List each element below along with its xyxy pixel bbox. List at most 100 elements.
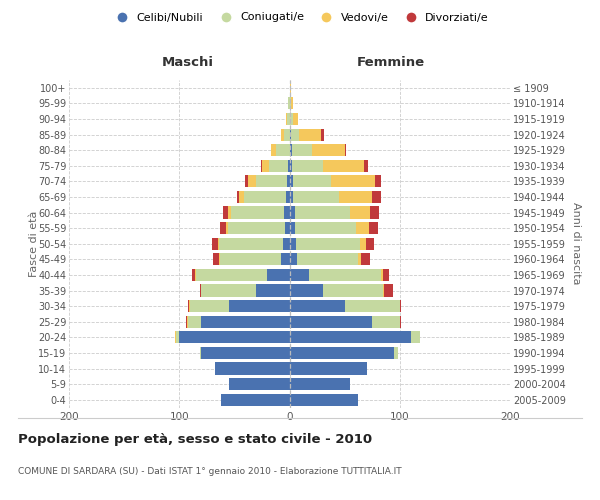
Bar xyxy=(287,176,290,188)
Bar xyxy=(290,269,310,281)
Bar xyxy=(331,176,376,188)
Bar xyxy=(372,191,381,203)
Bar xyxy=(310,269,381,281)
Bar xyxy=(296,238,360,250)
Text: Femmine: Femmine xyxy=(357,56,425,68)
Bar xyxy=(394,347,398,359)
Bar xyxy=(175,331,176,344)
Bar xyxy=(339,191,372,203)
Bar xyxy=(269,160,289,172)
Bar xyxy=(223,206,228,218)
Bar xyxy=(220,254,281,266)
Bar xyxy=(245,176,248,188)
Bar xyxy=(290,222,295,234)
Bar xyxy=(290,300,344,312)
Bar xyxy=(376,176,381,188)
Bar xyxy=(365,238,374,250)
Bar xyxy=(200,347,202,359)
Bar xyxy=(290,238,296,250)
Bar xyxy=(200,284,202,296)
Bar xyxy=(229,300,290,312)
Bar xyxy=(221,394,290,406)
Bar xyxy=(262,160,269,172)
Bar xyxy=(344,300,400,312)
Text: Popolazione per età, sesso e stato civile - 2010: Popolazione per età, sesso e stato civil… xyxy=(18,432,372,446)
Bar xyxy=(176,331,179,344)
Bar xyxy=(196,269,268,281)
Bar xyxy=(281,254,290,266)
Text: Maschi: Maschi xyxy=(162,56,214,68)
Legend: Celibi/Nubili, Coniugati/e, Vedovi/e, Divorziati/e: Celibi/Nubili, Coniugati/e, Vedovi/e, Di… xyxy=(107,8,493,27)
Bar xyxy=(344,144,346,156)
Bar xyxy=(188,300,189,312)
Y-axis label: Anni di nascita: Anni di nascita xyxy=(571,202,581,285)
Bar xyxy=(292,144,311,156)
Bar xyxy=(284,128,290,140)
Bar xyxy=(358,254,361,266)
Bar xyxy=(356,222,369,234)
Bar xyxy=(202,284,256,296)
Bar xyxy=(214,254,219,266)
Bar xyxy=(289,160,290,172)
Bar xyxy=(284,206,290,218)
Bar xyxy=(236,191,239,203)
Bar xyxy=(218,238,219,250)
Bar xyxy=(360,238,365,250)
Bar xyxy=(239,191,244,203)
Bar xyxy=(350,206,370,218)
Bar xyxy=(220,222,226,234)
Bar xyxy=(290,206,295,218)
Bar xyxy=(228,222,285,234)
Bar xyxy=(361,254,370,266)
Bar xyxy=(290,316,372,328)
Bar xyxy=(286,113,287,125)
Bar xyxy=(281,128,284,140)
Bar xyxy=(229,378,290,390)
Bar xyxy=(323,160,364,172)
Bar xyxy=(299,128,322,140)
Bar xyxy=(244,191,286,203)
Bar xyxy=(226,222,228,234)
Bar xyxy=(400,316,401,328)
Bar xyxy=(290,254,297,266)
Bar xyxy=(231,206,284,218)
Bar xyxy=(295,206,350,218)
Bar xyxy=(290,331,411,344)
Bar xyxy=(193,269,194,281)
Bar xyxy=(411,331,419,344)
Bar xyxy=(256,284,290,296)
Bar xyxy=(311,144,344,156)
Bar xyxy=(385,284,393,296)
Bar xyxy=(287,113,290,125)
Bar xyxy=(297,254,358,266)
Bar xyxy=(219,238,283,250)
Bar xyxy=(189,300,190,312)
Bar xyxy=(290,362,367,374)
Bar xyxy=(323,284,383,296)
Bar xyxy=(370,206,379,218)
Bar xyxy=(187,316,188,328)
Bar xyxy=(383,269,389,281)
Bar xyxy=(276,144,290,156)
Bar xyxy=(286,191,290,203)
Bar xyxy=(188,316,202,328)
Bar xyxy=(295,222,356,234)
Bar xyxy=(228,206,231,218)
Y-axis label: Fasce di età: Fasce di età xyxy=(29,210,38,277)
Text: COMUNE DI SARDARA (SU) - Dati ISTAT 1° gennaio 2010 - Elaborazione TUTTITALIA.IT: COMUNE DI SARDARA (SU) - Dati ISTAT 1° g… xyxy=(18,468,401,476)
Bar xyxy=(293,113,298,125)
Bar xyxy=(369,222,378,234)
Bar xyxy=(290,98,293,110)
Bar xyxy=(212,238,218,250)
Bar xyxy=(290,160,292,172)
Bar xyxy=(290,176,293,188)
Bar xyxy=(292,160,323,172)
Bar xyxy=(381,269,383,281)
Bar xyxy=(261,160,262,172)
Bar xyxy=(290,378,350,390)
Bar xyxy=(179,331,290,344)
Bar xyxy=(290,347,394,359)
Bar xyxy=(268,269,290,281)
Bar xyxy=(364,160,368,172)
Bar xyxy=(290,113,293,125)
